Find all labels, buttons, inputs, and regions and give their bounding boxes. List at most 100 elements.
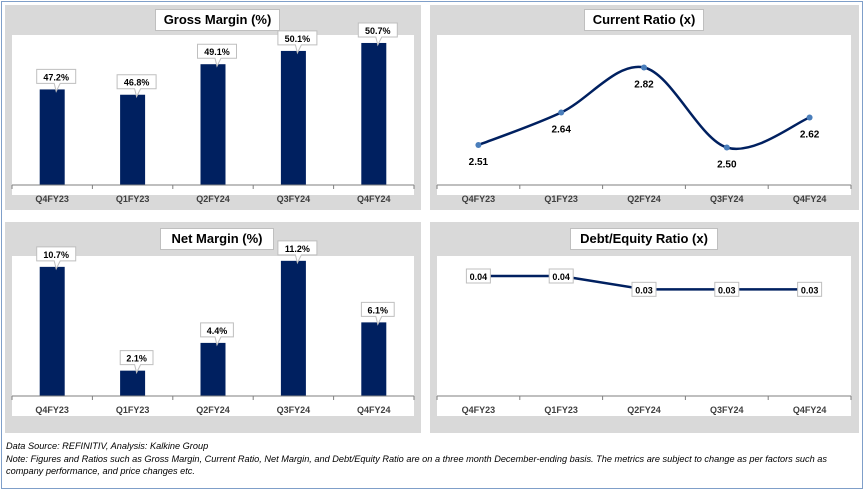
gross-margin-title: Gross Margin (%) [155,9,280,31]
net-margin-plot: 10.7% 2.1% 4.4% 11.2% 6.1% Q4FY23 Q1FY23 Q2FY24… [11,240,415,416]
footer: Data Source: REFINITIV, Analysis: Kalkin… [6,440,856,478]
current-ratio-title: Current Ratio (x) [584,9,704,31]
chart2-data-label-1: 2.1% [119,350,154,375]
current-ratio-panel: Current Ratio (x) 2.51 2.64 2.82 2.50 2.62 Q4… [430,5,859,210]
chart1-point-4 [806,114,813,121]
current-ratio-plot: 2.51 2.64 2.82 2.50 2.62 Q4FY23 Q1FY23 Q2FY24 Q3… [436,35,852,204]
chart2-data-label-4-box [360,301,395,326]
chart0-bar-3 [280,50,306,186]
chart2-data-label-1-text: 2.1% [126,354,147,364]
current-ratio-chart: 2.51 2.64 2.82 2.50 2.62 Q4FY23 Q1FY23 Q2FY24 Q3… [436,64,852,204]
chart2-bar-1 [120,370,146,396]
chart3-tick-label-1: Q1FY23 [544,405,578,415]
chart1-data-label-0: 2.51 [469,157,489,168]
chart2-bar-3 [280,260,306,396]
chart1-data-label-1: 2.64 [551,125,571,136]
chart0-data-label-3: 50.1% [277,30,318,55]
chart1-point-0 [475,142,482,148]
chart1-data-label-2: 2.82 [634,80,654,91]
chart1-point-1 [558,109,565,116]
debt-equity-title: Debt/Equity Ratio (x) [570,228,718,250]
chart2-data-label-2-box [200,322,234,347]
chart0-data-label-1-box [116,74,157,99]
chart3-data-label-4: 0.03 [797,281,823,297]
chart3-data-label-2-text: 0.03 [635,285,653,295]
chart2-data-label-0-box [36,246,77,271]
chart1-tick-label-0: Q4FY23 [462,194,496,204]
chart2-data-label-1-box [119,350,154,375]
chart3-data-label-0: 0.04 [465,268,491,284]
chart2-tick-label-1: Q1FY23 [116,405,150,415]
chart0-data-label-1: 46.8% [116,74,157,99]
chart1-tick-label-1: Q1FY23 [544,194,578,204]
debt-equity-plot: 0.04 0.04 0.03 0.03 0.03 Q4FY23 Q1FY23 Q2FY24 Q3… [436,256,852,416]
chart2-bar-0 [39,266,65,396]
chart2-data-label-2: 4.4% [200,322,234,347]
chart0-data-label-1-text: 46.8% [124,78,150,88]
chart2-data-label-0-text: 10.7% [43,250,69,260]
chart3-data-label-1-box [548,268,574,284]
chart1-data-label-3: 2.50 [717,160,737,171]
debt-equity-panel: Debt/Equity Ratio (x) 0.04 0.04 0.03 0.03 0.… [430,222,859,433]
chart3-data-label-1-text: 0.04 [552,272,570,282]
chart0-data-label-3-text: 50.1% [285,34,311,44]
chart0-data-label-4: 50.7% [357,22,398,47]
chart0-bar-4 [361,42,387,185]
chart2-tick-label-2: Q2FY24 [196,405,230,415]
data-source-text: Data Source: REFINITIV, Analysis: Kalkin… [6,441,209,451]
chart2-data-label-3: 11.2% [277,240,318,265]
chart0-tick-label-0: Q4FY23 [35,194,69,204]
chart2-tick-label-3: Q3FY24 [277,405,311,415]
chart1-tick-label-4: Q4FY24 [793,194,827,204]
chart3-tick-label-0: Q4FY23 [462,405,496,415]
gross-margin-plot: 47.2% 46.8% 49.1% 50.1% 50.7% Q4FY23 Q1FY23 Q2F… [11,22,415,204]
chart0-data-label-2-box [197,43,237,68]
chart0-data-label-2-text: 49.1% [204,47,230,57]
chart3-data-label-1: 0.04 [548,268,574,284]
chart3-data-label-3-box [714,281,740,297]
net-margin-chart: 10.7% 2.1% 4.4% 11.2% 6.1% Q4FY23 Q1FY23 Q2FY24… [11,240,415,415]
debt-equity-chart: 0.04 0.04 0.03 0.03 0.03 Q4FY23 Q1FY23 Q2FY24 Q3… [436,268,852,415]
chart1-point-2 [641,64,647,71]
chart2-data-label-4: 6.1% [360,301,395,326]
chart0-data-label-4-box [357,22,398,47]
chart3-data-label-0-text: 0.04 [470,272,488,282]
chart3-data-label-3-text: 0.03 [718,285,736,295]
chart2-data-label-4-text: 6.1% [368,305,389,315]
chart0-tick-label-1: Q1FY23 [116,194,150,204]
chart2-tick-label-0: Q4FY23 [35,405,69,415]
chart0-data-label-0-text: 47.2% [43,72,69,82]
chart0-bar-1 [120,94,146,185]
chart3-data-label-2-box [631,281,657,297]
chart1-data-label-4: 2.62 [800,130,820,141]
chart2-data-label-3-text: 11.2% [285,244,310,254]
chart0-tick-label-3: Q3FY24 [277,194,311,204]
chart1-tick-label-2: Q2FY24 [627,194,661,204]
chart3-tick-label-3: Q3FY24 [710,405,744,415]
note-text: Note: Figures and Ratios such as Gross M… [6,453,827,477]
chart0-tick-label-2: Q2FY24 [196,194,230,204]
chart0-data-label-0: 47.2% [36,68,77,93]
chart0-tick-label-4: Q4FY24 [357,194,391,204]
chart2-data-label-0: 10.7% [36,246,77,271]
chart0-data-label-4-text: 50.7% [365,26,391,36]
net-margin-panel: Net Margin (%) 10.7% 2.1% 4.4% 11.2% 6.1% Q4F… [5,222,421,433]
chart2-bar-2 [200,342,226,396]
chart3-data-label-4-box [797,281,823,297]
chart0-data-label-0-box [36,68,77,93]
chart1-point-3 [723,144,730,151]
net-margin-title: Net Margin (%) [160,228,274,250]
chart2-tick-label-4: Q4FY24 [357,405,391,415]
chart0-data-label-2: 49.1% [197,43,237,68]
chart0-bar-0 [39,89,65,185]
chart2-data-label-2-text: 4.4% [207,326,228,336]
chart3-data-label-4-text: 0.03 [801,285,819,295]
gross-margin-chart: 47.2% 46.8% 49.1% 50.1% 50.7% Q4FY23 Q1FY23 Q2F… [11,22,415,204]
chart1-tick-label-3: Q3FY24 [710,194,744,204]
chart0-bar-2 [200,64,226,185]
gross-margin-panel: Gross Margin (%) 47.2% 46.8% 49.1% 50.1% 50.… [5,5,421,210]
chart3-data-label-2: 0.03 [631,281,657,297]
chart3-tick-label-2: Q2FY24 [627,405,661,415]
chart3-tick-label-4: Q4FY24 [793,405,827,415]
chart2-bar-4 [361,322,387,396]
